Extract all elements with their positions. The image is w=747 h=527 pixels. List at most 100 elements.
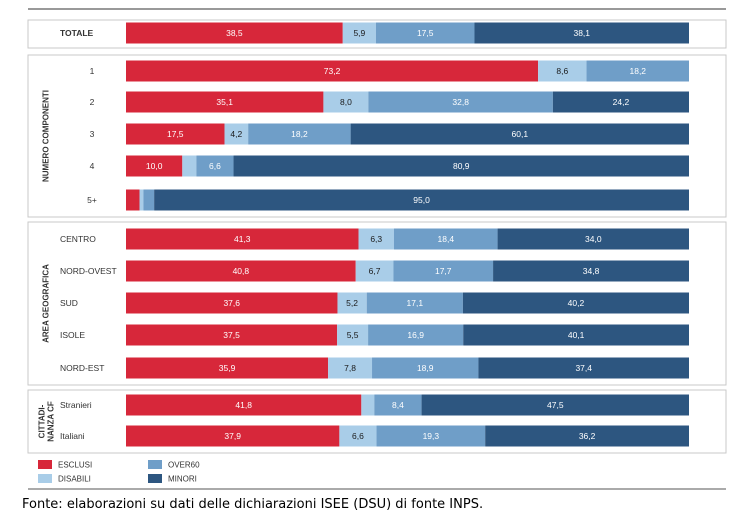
data-label: 36,2 <box>579 431 596 441</box>
data-label: 47,5 <box>547 400 564 410</box>
bar-segment <box>421 394 689 416</box>
bar-segment <box>358 228 394 250</box>
bar-segment <box>154 189 689 211</box>
row-label: Stranieri <box>60 400 92 410</box>
bar-segment <box>126 425 340 447</box>
legend-label: OVER60 <box>168 461 200 470</box>
row-label: NORD-OVEST <box>60 266 117 276</box>
bar-segment <box>497 228 689 250</box>
data-label: 18,9 <box>417 363 434 373</box>
bar-segment <box>126 91 324 113</box>
data-label: 6,6 <box>209 161 221 171</box>
bar-segment <box>485 425 689 447</box>
bar-segment <box>233 155 689 177</box>
bar-segment <box>586 60 689 82</box>
bar-segment <box>462 292 689 314</box>
data-label: 17,1 <box>407 298 424 308</box>
bar-segment <box>350 123 689 145</box>
data-label: 18,4 <box>438 234 455 244</box>
bar-segment <box>361 394 375 416</box>
legend-label: MINORI <box>168 475 197 484</box>
bar-segment <box>143 189 155 211</box>
row-label: 2 <box>90 97 95 107</box>
data-label: 60,1 <box>512 129 529 139</box>
data-label: 5,5 <box>347 330 359 340</box>
bar-segment <box>182 155 197 177</box>
data-label: 34,8 <box>583 266 600 276</box>
bar-segment <box>224 123 249 145</box>
panel-frame <box>27 389 727 454</box>
data-label: 95,0 <box>413 195 430 205</box>
data-label: 73,2 <box>324 66 341 76</box>
bar-segment <box>342 22 376 44</box>
row-label: NORD-EST <box>60 363 104 373</box>
data-label: 17,7 <box>435 266 452 276</box>
data-label: 19,3 <box>423 431 440 441</box>
bar-segment <box>126 357 329 379</box>
bar-segment <box>126 22 343 44</box>
bar-segment <box>375 22 475 44</box>
bar-segment <box>328 357 373 379</box>
bar-segment <box>368 91 553 113</box>
bar-segment <box>393 260 494 282</box>
data-label: 37,4 <box>575 363 592 373</box>
bar-segment <box>196 155 234 177</box>
group-label: NANZA CF <box>47 401 56 442</box>
data-label: 40,2 <box>568 298 585 308</box>
legend-swatch <box>148 474 162 483</box>
bar-segment <box>337 324 369 346</box>
source-note: Fonte: elaborazioni su dati delle dichia… <box>22 497 484 512</box>
data-label: 5,9 <box>353 28 365 38</box>
data-label: 41,3 <box>234 234 251 244</box>
panel-frame <box>27 221 727 386</box>
row-label: ISOLE <box>60 330 85 340</box>
data-label: 37,6 <box>223 298 240 308</box>
bar-segment <box>126 324 338 346</box>
legend-label: DISABILI <box>58 475 91 484</box>
bar-segment <box>126 60 539 82</box>
bar-segment <box>366 292 463 314</box>
group-label: AREA GEOGRAFICA <box>42 264 51 343</box>
bar-segment <box>372 357 479 379</box>
data-label: 7,8 <box>344 363 356 373</box>
data-label: 38,1 <box>573 28 590 38</box>
data-label: 80,9 <box>453 161 470 171</box>
data-label: 40,1 <box>568 330 585 340</box>
bar-segment <box>337 292 367 314</box>
row-label: SUD <box>60 298 78 308</box>
data-label: 8,0 <box>340 97 352 107</box>
data-label: 4,2 <box>230 129 242 139</box>
legend-swatch <box>148 460 162 469</box>
data-label: 32,8 <box>452 97 469 107</box>
data-label: 38,5 <box>226 28 243 38</box>
data-label: 17,5 <box>417 28 434 38</box>
row-label: Italiani <box>60 431 85 441</box>
panel-frame <box>27 54 727 218</box>
data-label: 24,2 <box>613 97 630 107</box>
bar-segment <box>355 260 394 282</box>
data-label: 40,8 <box>233 266 250 276</box>
data-label: 8,6 <box>556 66 568 76</box>
bar-segment <box>393 228 498 250</box>
bar-segment <box>323 91 369 113</box>
data-label: 18,2 <box>291 129 308 139</box>
group-label: CITTADI- <box>38 404 47 438</box>
bar-segment <box>374 394 422 416</box>
bar-segment <box>538 60 587 82</box>
legend-swatch <box>38 460 52 469</box>
bar-segment <box>126 123 225 145</box>
data-label: 8,4 <box>392 400 404 410</box>
legend-label: ESCLUSI <box>58 461 92 470</box>
bar-segment <box>493 260 689 282</box>
data-label: 37,9 <box>224 431 241 441</box>
row-label: 3 <box>90 129 95 139</box>
bar-segment <box>376 425 486 447</box>
row-label: CENTRO <box>60 234 96 244</box>
bar-segment <box>368 324 464 346</box>
panel-frame <box>27 19 727 49</box>
data-label: 6,3 <box>370 234 382 244</box>
data-label: 34,0 <box>585 234 602 244</box>
data-label: 35,9 <box>219 363 236 373</box>
data-label: 6,6 <box>352 431 364 441</box>
